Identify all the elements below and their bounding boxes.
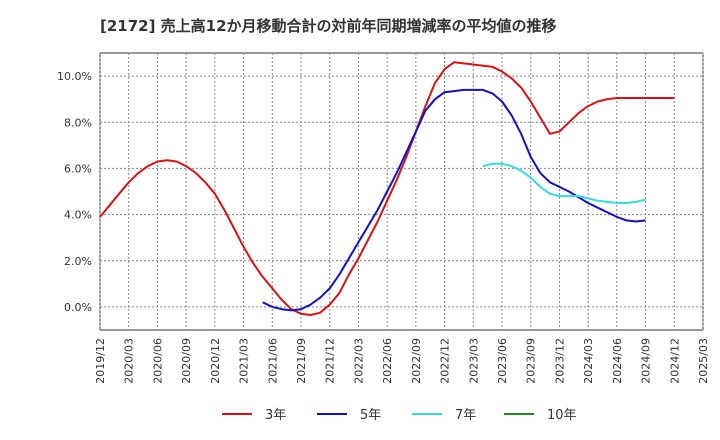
legend-label: 3年 xyxy=(265,408,286,423)
x-tick-label: 2024/03 xyxy=(582,338,595,384)
x-tick-label: 2020/12 xyxy=(209,338,222,384)
x-tick-label: 2022/03 xyxy=(352,338,365,384)
legend-label: 7年 xyxy=(455,408,476,423)
y-axis: 0.0% 2.0% 4.0% 6.0% 8.0% 10.0% xyxy=(57,70,92,314)
x-tick-label: 2021/03 xyxy=(238,338,251,384)
series-line xyxy=(262,88,646,312)
x-tick-label: 2020/06 xyxy=(151,338,164,384)
plot-area xyxy=(99,52,704,331)
y-tick-label: 2.0% xyxy=(64,255,92,268)
x-tick-label: 2020/03 xyxy=(123,338,136,384)
chart-title: [2172] 売上高12か月移動合計の対前年同期増減率の平均値の推移 xyxy=(100,17,557,35)
y-tick-label: 4.0% xyxy=(64,209,92,222)
x-tick-label: 2020/09 xyxy=(180,338,193,384)
y-tick-label: 0.0% xyxy=(64,301,92,314)
x-tick-label: 2024/06 xyxy=(611,338,624,384)
x-tick-label: 2025/03 xyxy=(697,338,710,384)
x-tick-label: 2023/03 xyxy=(467,338,480,384)
x-tick-label: 2023/09 xyxy=(525,338,538,384)
x-tick-label: 2023/12 xyxy=(553,338,566,384)
x-tick-label: 2022/06 xyxy=(381,338,394,384)
legend-label: 10年 xyxy=(547,408,577,423)
x-axis: 2019/12 2020/03 2020/06 2020/09 2020/12 2021/… xyxy=(94,338,710,384)
x-tick-label: 2021/09 xyxy=(295,338,308,384)
series-line xyxy=(482,162,646,204)
x-tick-label: 2023/06 xyxy=(496,338,509,384)
x-tick-label: 2021/06 xyxy=(266,338,279,384)
series-group xyxy=(99,61,675,316)
y-tick-label: 6.0% xyxy=(64,162,92,175)
legend-label: 5年 xyxy=(360,408,381,423)
x-tick-label: 2022/09 xyxy=(410,338,423,384)
x-tick-label: 2022/12 xyxy=(439,338,452,384)
x-tick-label: 2024/12 xyxy=(668,338,681,384)
legend: 3年 5年 7年 10年 xyxy=(222,408,577,423)
y-tick-label: 8.0% xyxy=(64,116,92,129)
x-tick-label: 2024/09 xyxy=(640,338,653,384)
x-tick-label: 2021/12 xyxy=(324,338,337,384)
series-line xyxy=(99,61,675,316)
y-tick-label: 10.0% xyxy=(57,70,92,83)
x-tick-label: 2019/12 xyxy=(94,338,107,384)
